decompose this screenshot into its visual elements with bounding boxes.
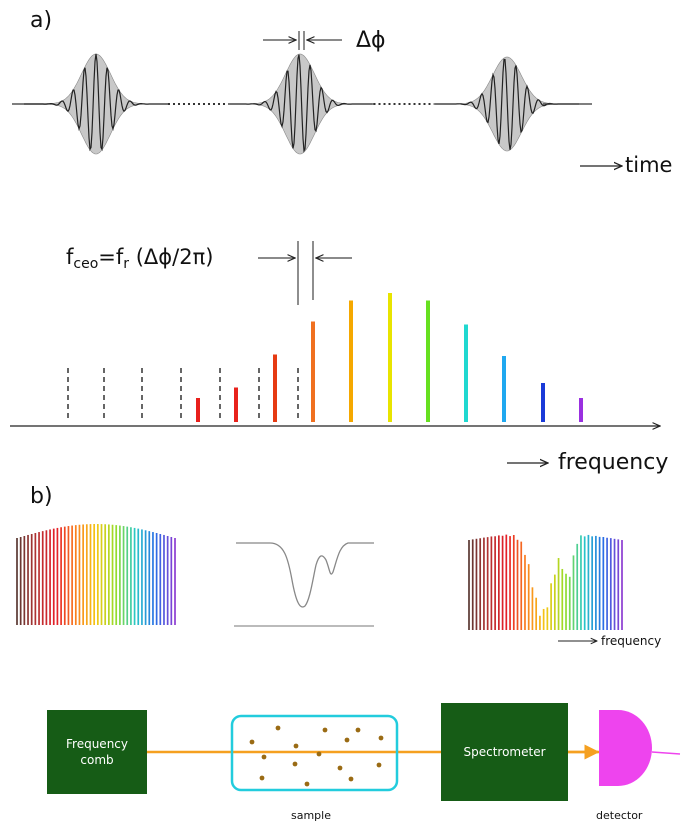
sample-particles [250,726,384,787]
pulse-train [12,54,592,154]
particle [260,776,265,781]
particle [294,744,299,749]
comb-spectrum [68,293,581,422]
ceo-offset-marker [258,241,352,305]
particle [345,738,350,743]
phase-slip-marker [263,31,342,50]
particle [305,782,310,787]
detector-label: detector [596,809,642,822]
ceo-eq: =f [98,245,123,269]
panel-b-label: b) [30,484,53,509]
phase-slip-label: Δϕ [356,28,386,53]
ceo-rest: (Δϕ/2π) [129,245,213,269]
particle [317,752,322,757]
detector-output [652,752,680,754]
particle [338,766,343,771]
particle [262,755,267,760]
frequency-comb-block: Frequency comb [47,710,147,794]
particle [293,762,298,767]
absorption-spectrum [234,543,374,626]
detector-icon [599,710,652,786]
frequency-axis-label: frequency [558,450,668,475]
panel-a-label: a) [30,8,52,33]
spectrometer-label: Spectrometer [463,744,545,760]
particle [276,726,281,731]
input-comb-spectrum [17,524,175,625]
particle [379,736,384,741]
particle [356,728,361,733]
particle [349,777,354,782]
ceo-subscript: ceo [73,256,98,272]
transmitted-comb-spectrum [469,535,622,630]
sample-label: sample [291,809,331,822]
small-frequency-label: frequency [601,634,661,648]
time-axis-label: time [625,153,672,177]
spectrometer-block: Spectrometer [441,703,568,801]
particle [323,728,328,733]
particle [250,740,255,745]
particle [377,763,382,768]
frequency-comb-label: Frequency comb [62,736,132,768]
ceo-equation: fceo=fr (Δϕ/2π) [66,245,213,272]
